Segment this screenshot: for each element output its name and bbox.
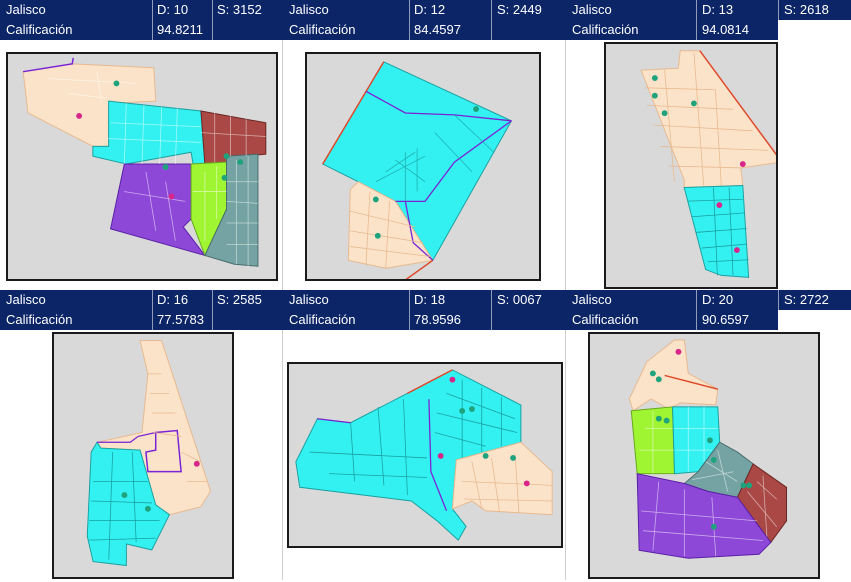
section-map bbox=[287, 362, 563, 548]
state-label: Jalisco bbox=[289, 2, 329, 17]
section-label: S: 2618 bbox=[784, 2, 829, 17]
panel-header-row-1: Jalisco D: 20 S: 2722 bbox=[566, 290, 851, 310]
district-label: D: 18 bbox=[414, 292, 446, 307]
section-map bbox=[305, 52, 541, 281]
panel-header-row-1: Jalisco D: 13 S: 2618 bbox=[566, 0, 851, 20]
state-label: Jalisco bbox=[572, 292, 612, 307]
section-map bbox=[604, 42, 778, 289]
section-map bbox=[52, 332, 234, 579]
map-panel-3: Jalisco D: 13 S: 2618 Calificación 94.08… bbox=[566, 0, 851, 290]
score-value: 94.8211 bbox=[157, 22, 204, 37]
district-label: D: 16 bbox=[157, 292, 189, 307]
panel-header-row-1: Jalisco D: 18 S: 0067 bbox=[283, 290, 566, 310]
district-label: D: 12 bbox=[414, 2, 446, 17]
section-map-drawing bbox=[628, 339, 788, 559]
state-label: Jalisco bbox=[6, 292, 46, 307]
map-panel-2: Jalisco D: 12 S: 2449 Calificación 84.45… bbox=[283, 0, 566, 290]
district-label: D: 10 bbox=[157, 2, 189, 17]
score-label: Calificación bbox=[289, 22, 356, 37]
section-map-drawing bbox=[322, 61, 513, 279]
section-label: S: 2449 bbox=[497, 2, 542, 17]
panel-header-row-1: Jalisco D: 16 S: 2585 bbox=[0, 290, 283, 310]
section-label: S: 0067 bbox=[497, 292, 542, 307]
panel-header-row-2: Calificación 84.4597 bbox=[283, 20, 566, 40]
district-label: D: 13 bbox=[702, 2, 734, 17]
panel-header-row-2: Calificación 94.8211 bbox=[0, 20, 283, 40]
score-label: Calificación bbox=[6, 312, 73, 327]
panel-header-row-2: Calificación 90.6597 bbox=[566, 310, 778, 330]
score-value: 94.0814 bbox=[702, 22, 749, 37]
section-label: S: 2722 bbox=[784, 292, 829, 307]
section-map-drawing bbox=[22, 57, 267, 267]
score-value: 78.9596 bbox=[414, 312, 461, 327]
state-label: Jalisco bbox=[572, 2, 612, 17]
section-map-drawing bbox=[295, 369, 553, 541]
score-value: 90.6597 bbox=[702, 312, 749, 327]
panel-header-row-1: Jalisco D: 10 S: 3152 bbox=[0, 0, 283, 20]
section-map bbox=[588, 332, 820, 579]
score-value: 84.4597 bbox=[414, 22, 461, 37]
map-panel-4: Jalisco D: 16 S: 2585 Calificación 77.57… bbox=[0, 290, 283, 580]
panel-header-row-1: Jalisco D: 12 S: 2449 bbox=[283, 0, 566, 20]
map-panel-6: Jalisco D: 20 S: 2722 Calificación 90.65… bbox=[566, 290, 851, 580]
state-label: Jalisco bbox=[6, 2, 46, 17]
panel-header-row-2: Calificación 78.9596 bbox=[283, 310, 566, 330]
score-label: Calificación bbox=[572, 312, 639, 327]
score-label: Calificación bbox=[572, 22, 639, 37]
map-panel-5: Jalisco D: 18 S: 0067 Calificación 78.95… bbox=[283, 290, 566, 580]
map-panel-1: Jalisco D: 10 S: 3152 Calificación 94.82… bbox=[0, 0, 283, 290]
score-label: Calificación bbox=[6, 22, 73, 37]
section-label: S: 2585 bbox=[217, 292, 262, 307]
score-value: 77.5783 bbox=[157, 312, 204, 327]
district-label: D: 20 bbox=[702, 292, 734, 307]
section-label: S: 3152 bbox=[217, 2, 262, 17]
panel-header-row-2: Calificación 94.0814 bbox=[566, 20, 778, 40]
section-map-drawing bbox=[86, 340, 212, 567]
section-map bbox=[6, 52, 278, 281]
panel-header-row-2: Calificación 77.5783 bbox=[0, 310, 283, 330]
state-label: Jalisco bbox=[289, 292, 329, 307]
section-map-drawing bbox=[640, 50, 776, 278]
score-label: Calificación bbox=[289, 312, 356, 327]
